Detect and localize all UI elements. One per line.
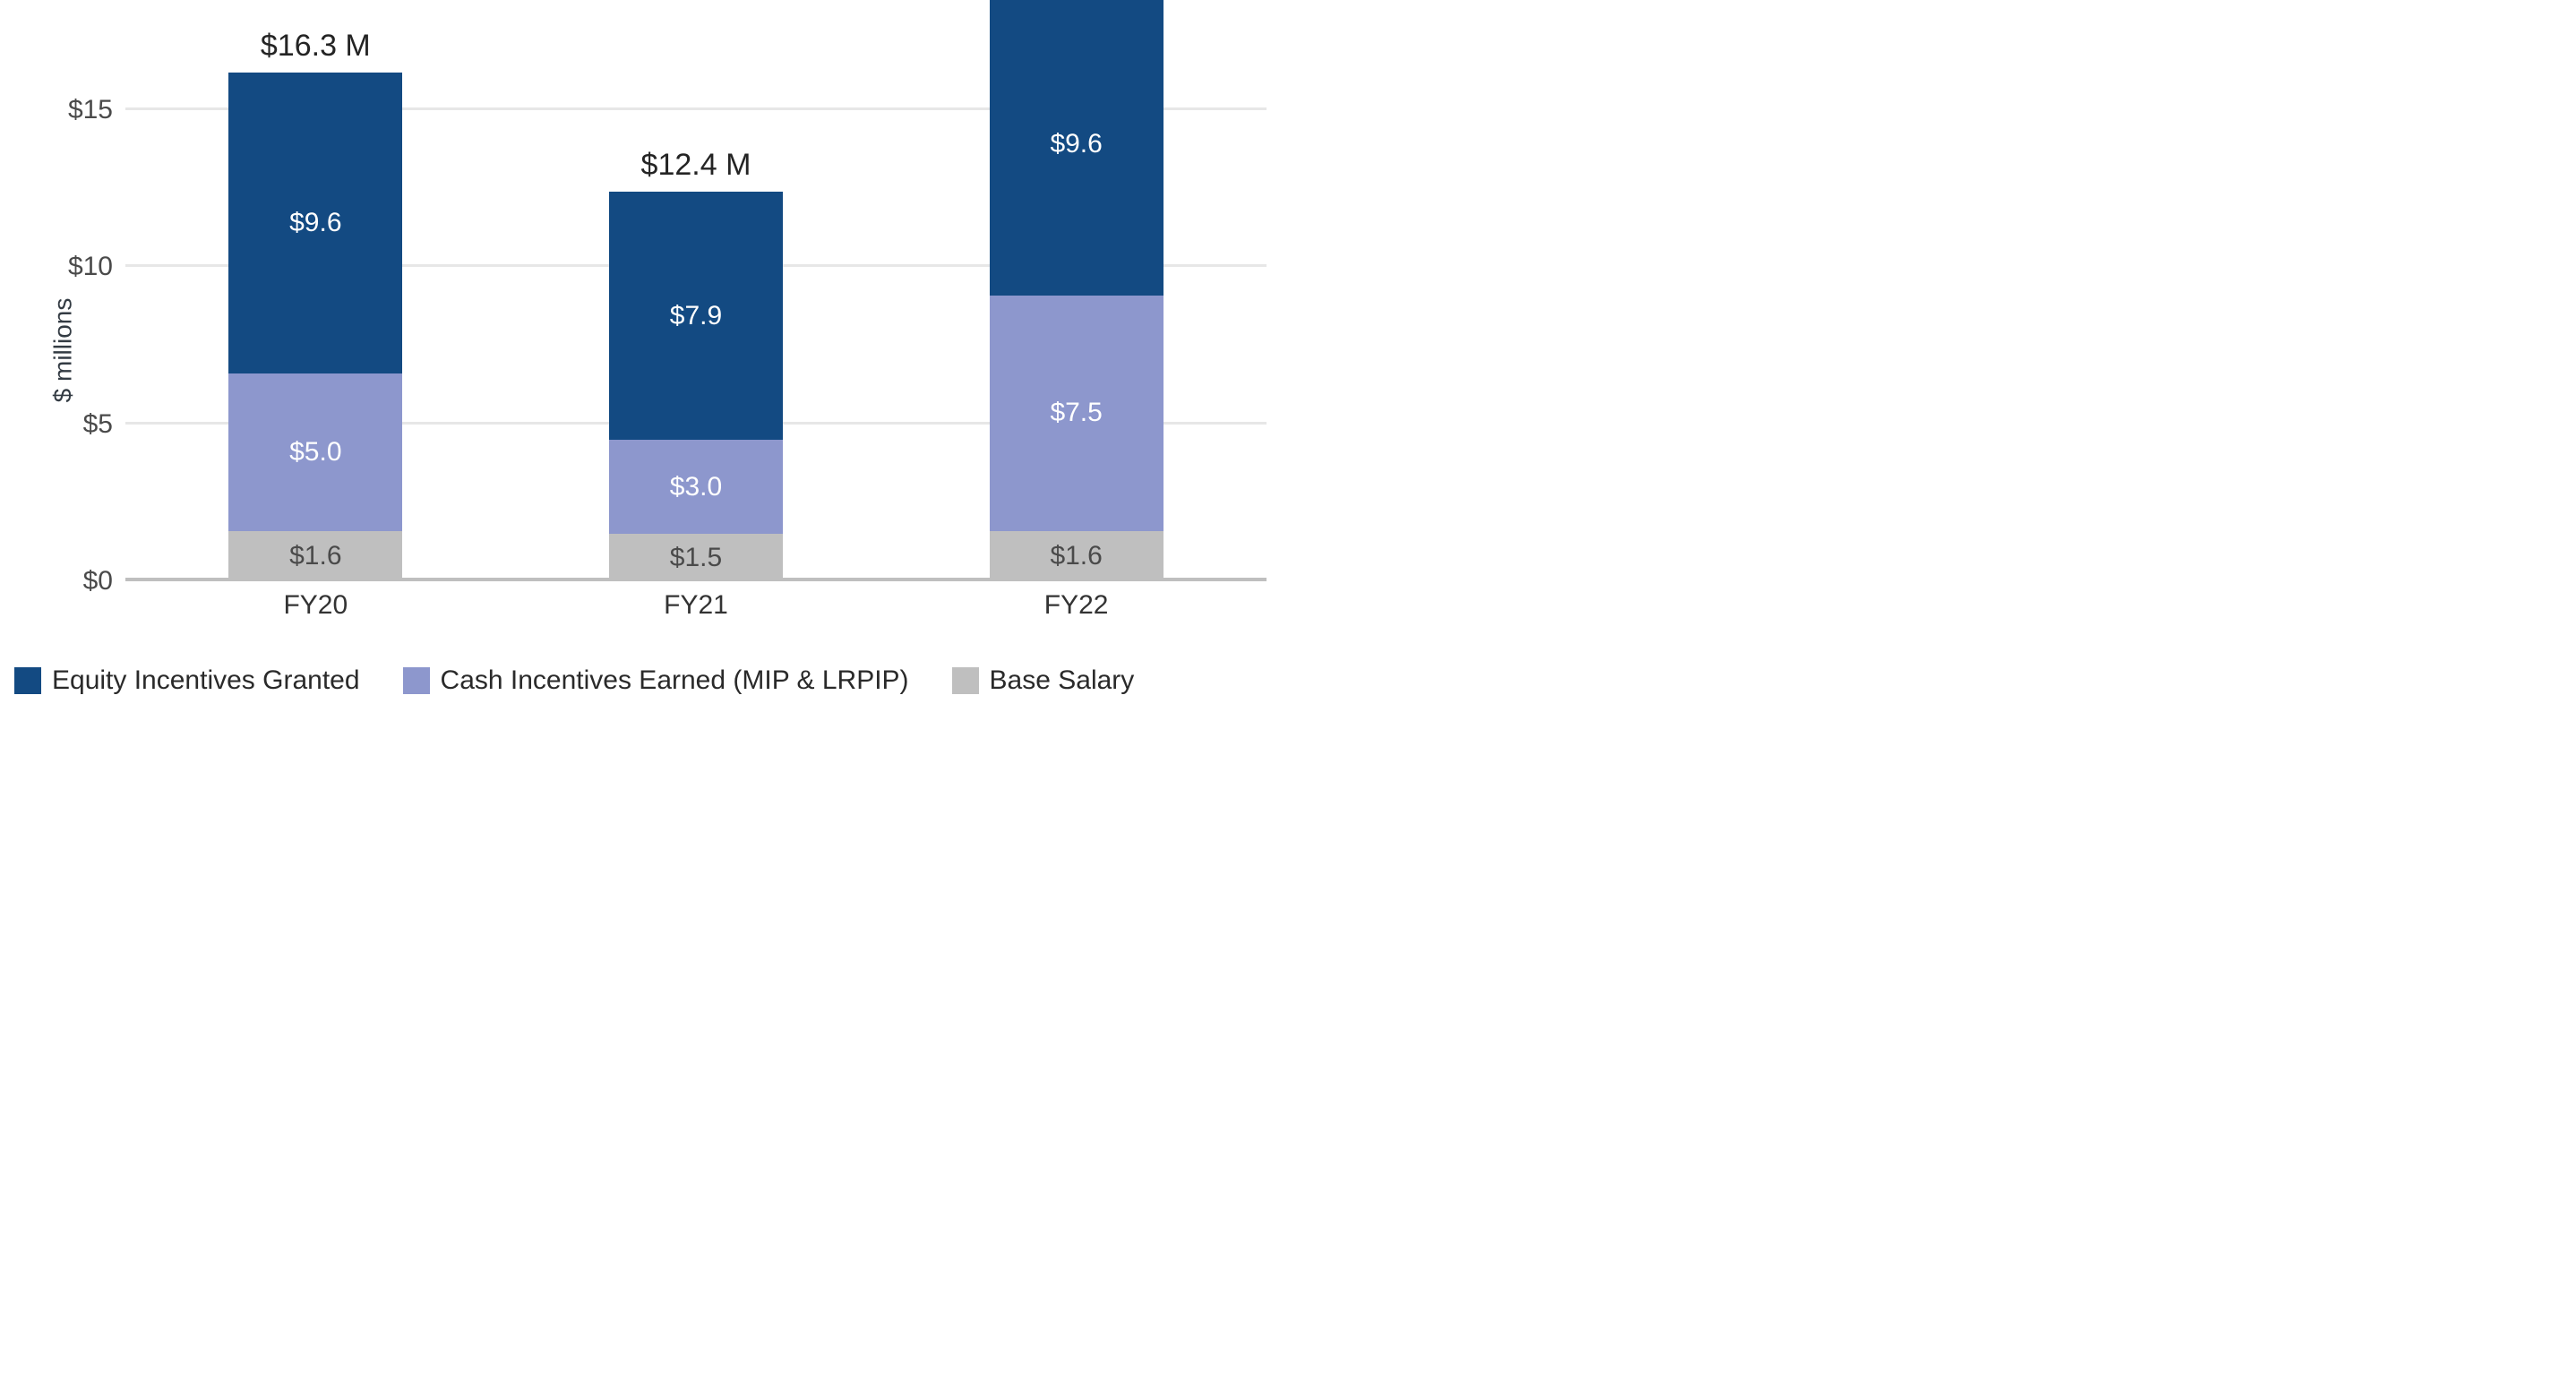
bar-segment-cash: $5.0 [228,373,402,530]
legend-item: Cash Incentives Earned (MIP & LRPIP) [403,665,909,696]
y-tick-label: $10 [68,252,113,282]
bar-total-label: $16.3 M [261,29,371,64]
y-tick-label: $15 [68,95,113,125]
legend-item: Base Salary [952,665,1135,696]
legend-swatch [403,667,430,694]
x-axis-line [125,578,1267,581]
bar-segment-base: $1.5 [609,534,783,581]
bar-total-label: $12.4 M [641,148,751,183]
legend-swatch [952,667,979,694]
plot-inner: $0$5$10$15$1.6$5.0$9.6$16.3 MFY20$1.5$3.… [125,0,1267,581]
bar-group: $1.5$3.0$7.9$12.4 MFY21 [609,192,783,581]
bar-segment-equity: $9.6 [228,73,402,374]
bar-group: $1.6$5.0$9.6$16.3 MFY20 [228,73,402,581]
compensation-chart: $ millions $0$5$10$15$1.6$5.0$9.6$16.3 M… [0,0,1288,700]
bar-group: $1.6$7.5$9.6$18.8 MFY22 [990,0,1163,581]
legend-swatch [14,667,41,694]
legend: Equity Incentives Granted Cash Incentives… [14,665,1267,696]
legend-label: Base Salary [990,665,1135,696]
bar-segment-base: $1.6 [990,531,1163,581]
y-tick-label: $0 [83,566,113,597]
x-tick-label: FY22 [1044,590,1109,621]
bar-segment-base: $1.6 [228,531,402,581]
legend-label: Cash Incentives Earned (MIP & LRPIP) [441,665,909,696]
bar-segment-equity: $9.6 [990,0,1163,296]
y-axis-label: $ millions [48,297,77,402]
bar-segment-cash: $7.5 [990,296,1163,531]
plot-area: $0$5$10$15$1.6$5.0$9.6$16.3 MFY20$1.5$3.… [125,0,1267,581]
y-tick-label: $5 [83,409,113,440]
legend-item: Equity Incentives Granted [14,665,360,696]
x-tick-label: FY20 [283,590,348,621]
bar-segment-cash: $3.0 [609,440,783,534]
legend-label: Equity Incentives Granted [52,665,360,696]
bars-container: $1.6$5.0$9.6$16.3 MFY20$1.5$3.0$7.9$12.4… [125,0,1267,581]
bar-segment-equity: $7.9 [609,192,783,440]
x-tick-label: FY21 [664,590,728,621]
